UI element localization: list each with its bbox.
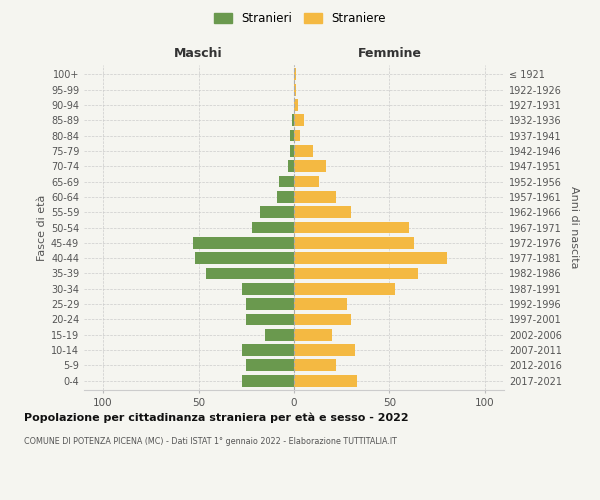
Bar bbox=[294, 130, 300, 141]
Bar bbox=[294, 268, 418, 280]
Bar bbox=[294, 222, 409, 234]
Bar bbox=[294, 314, 351, 326]
Bar bbox=[246, 360, 294, 372]
Bar bbox=[242, 375, 294, 387]
Bar bbox=[294, 344, 355, 356]
Bar bbox=[290, 130, 294, 141]
Bar bbox=[294, 252, 447, 264]
Bar bbox=[294, 160, 326, 172]
Bar bbox=[294, 68, 296, 80]
Bar bbox=[294, 84, 296, 96]
Bar bbox=[294, 329, 332, 341]
Bar bbox=[242, 283, 294, 295]
Legend: Stranieri, Straniere: Stranieri, Straniere bbox=[211, 8, 389, 28]
Bar bbox=[288, 160, 294, 172]
Bar bbox=[294, 206, 351, 218]
Text: COMUNE DI POTENZA PICENA (MC) - Dati ISTAT 1° gennaio 2022 - Elaborazione TUTTIT: COMUNE DI POTENZA PICENA (MC) - Dati IST… bbox=[24, 438, 397, 446]
Bar bbox=[279, 176, 294, 188]
Bar bbox=[294, 375, 357, 387]
Bar bbox=[294, 283, 395, 295]
Bar bbox=[294, 99, 298, 111]
Text: Femmine: Femmine bbox=[358, 47, 421, 60]
Bar bbox=[206, 268, 294, 280]
Bar bbox=[294, 298, 347, 310]
Bar bbox=[265, 329, 294, 341]
Bar bbox=[195, 252, 294, 264]
Bar bbox=[260, 206, 294, 218]
Bar bbox=[242, 344, 294, 356]
Bar bbox=[290, 145, 294, 157]
Bar bbox=[246, 314, 294, 326]
Bar bbox=[193, 237, 294, 249]
Bar bbox=[294, 114, 304, 126]
Bar bbox=[294, 237, 414, 249]
Bar bbox=[294, 176, 319, 188]
Bar bbox=[294, 191, 336, 203]
Y-axis label: Anni di nascita: Anni di nascita bbox=[569, 186, 578, 269]
Bar bbox=[294, 360, 336, 372]
Bar bbox=[294, 145, 313, 157]
Text: Popolazione per cittadinanza straniera per età e sesso - 2022: Popolazione per cittadinanza straniera p… bbox=[24, 412, 409, 423]
Bar bbox=[277, 191, 294, 203]
Bar bbox=[246, 298, 294, 310]
Bar bbox=[292, 114, 294, 126]
Text: Maschi: Maschi bbox=[174, 47, 223, 60]
Y-axis label: Fasce di età: Fasce di età bbox=[37, 194, 47, 260]
Bar bbox=[252, 222, 294, 234]
